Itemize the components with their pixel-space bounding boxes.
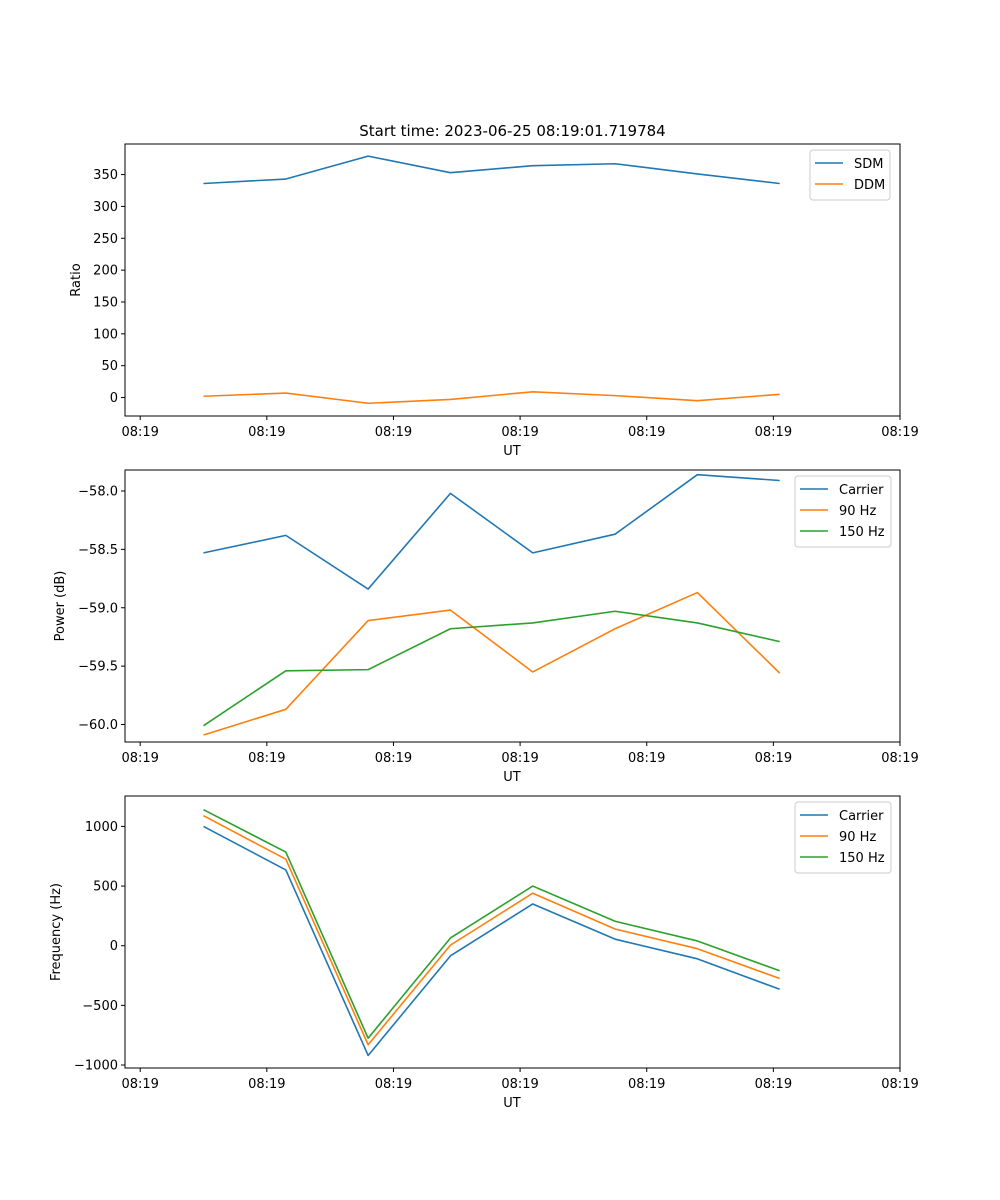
x-tick-label: 08:19 [755,751,792,766]
y-tick-label: −58.0 [78,485,118,500]
x-tick-label: 08:19 [755,425,792,440]
y-tick-label: 250 [93,232,118,247]
legend-label: DDM [854,178,885,193]
y-tick-label: −59.5 [78,660,118,675]
x-tick-label: 08:19 [628,1077,665,1092]
x-tick-label: 08:19 [501,425,538,440]
axes-frame [124,143,901,417]
x-tick-label: 08:19 [375,1077,412,1092]
legend-box [794,475,892,548]
series-line-ddm [203,390,780,405]
y-tick-label: −500 [82,999,118,1014]
x-tick-label: 08:19 [375,751,412,766]
series-line-90-hz [203,814,780,1046]
x-tick-label: 08:19 [501,1077,538,1092]
x-tick-label: 08:19 [881,751,918,766]
x-tick-label: 08:19 [881,425,918,440]
legend-label: 150 Hz [839,525,885,540]
y-tick-label: 100 [93,327,118,342]
series-line-carrier [203,473,780,590]
x-tick-label: 08:19 [375,425,412,440]
legend-label: 90 Hz [839,830,876,845]
x-tick-label: 08:19 [881,1077,918,1092]
legend-box [794,801,892,874]
legend-label: SDM [854,157,883,172]
plot-2: 08:1908:1908:1908:1908:1908:1908:1908:20… [53,469,919,785]
y-tick-label: 0 [110,939,118,954]
x-axis-label: UT [503,444,521,459]
y-tick-label: 500 [93,880,118,895]
x-tick-label: 08:19 [755,1077,792,1092]
x-tick-label: 08:19 [248,751,285,766]
y-tick-label: 1000 [85,820,118,835]
series-group [203,473,781,736]
series-line-carrier [203,825,780,1057]
plot-3: 08:1908:1908:1908:1908:1908:1908:1908:20… [49,795,919,1111]
axes-frame [124,469,901,743]
y-axis: 0 50 100 150 200 250 300 350 [93,168,125,406]
y-axis-label: Frequency (Hz) [49,883,64,981]
series-line-90-hz [203,591,781,736]
series-line-150-hz [203,809,780,1039]
y-axis: −1000 −500 0 500 1000 [74,820,125,1074]
legend: Carrier 90 Hz 150 Hz [794,475,892,548]
y-tick-label: 50 [101,359,118,374]
x-tick-label: 08:19 [628,751,665,766]
x-axis-label: UT [503,770,521,785]
y-tick-label: 300 [93,200,118,215]
y-tick-label: 150 [93,295,118,310]
y-tick-label: 350 [93,168,118,183]
figure-title: Start time: 2023-06-25 08:19:01.719784 [359,122,665,140]
plot-1: 08:1908:1908:1908:1908:1908:1908:1908:20… [69,143,919,459]
y-tick-label: 0 [110,391,118,406]
x-tick-label: 08:19 [501,751,538,766]
y-tick-label: −58.5 [78,543,118,558]
x-tick-label: 08:19 [121,751,158,766]
y-tick-label: 200 [93,264,118,279]
y-axis-label: Power (dB) [53,571,68,642]
legend-label: 90 Hz [839,504,876,519]
y-axis-label: Ratio [69,263,84,296]
series-line-sdm [203,155,780,185]
series-line-150-hz [203,610,780,727]
y-tick-label: −59.0 [78,601,118,616]
y-axis: −60.0 −59.5 −59.0 −58.5 −58.0 [78,485,125,733]
y-tick-label: −60.0 [78,718,118,733]
x-tick-label: 08:19 [121,1077,158,1092]
legend-label: Carrier [839,809,884,824]
y-tick-label: −1000 [74,1059,118,1074]
plots: 08:1908:1908:1908:1908:1908:1908:1908:20… [49,143,919,1111]
series-group [203,809,780,1057]
axes-frame [124,795,901,1069]
x-tick-label: 08:19 [248,425,285,440]
legend: SDM DDM [809,149,891,201]
legend-label: Carrier [839,483,884,498]
x-tick-label: 08:19 [248,1077,285,1092]
legend: Carrier 90 Hz 150 Hz [794,801,892,874]
x-tick-label: 08:19 [628,425,665,440]
x-axis-label: UT [503,1096,521,1111]
legend-label: 150 Hz [839,851,885,866]
x-tick-label: 08:19 [121,425,158,440]
series-group [203,155,780,405]
